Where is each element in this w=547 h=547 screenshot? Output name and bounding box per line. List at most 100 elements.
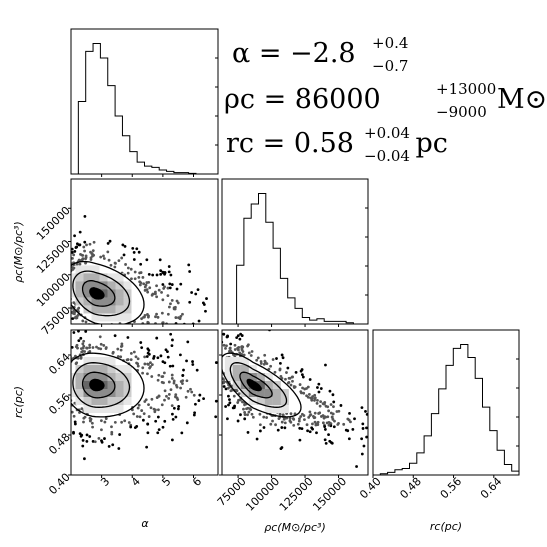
scatter-point (151, 273, 155, 277)
scatter-point (111, 351, 115, 355)
scatter-point (313, 411, 317, 415)
density-cell (75, 297, 84, 306)
scatter-point (73, 422, 77, 426)
scatter-point (39, 249, 42, 252)
scatter-point (146, 431, 150, 435)
scatter-point (73, 312, 76, 316)
scatter-point (34, 379, 37, 382)
scatter-point (42, 420, 45, 423)
density-cell (91, 405, 100, 413)
scatter-point (223, 415, 226, 418)
scatter-point (212, 338, 215, 341)
scatter-point (157, 408, 160, 412)
scatter-point (203, 353, 206, 356)
scatter-point (319, 387, 323, 390)
scatter-point (241, 400, 244, 404)
scatter-point (146, 320, 150, 324)
scatter-point (149, 365, 152, 369)
scatter-point (146, 347, 150, 351)
scatter-point (53, 299, 56, 302)
scatter-point (224, 387, 228, 391)
scatter-point (84, 261, 87, 265)
scatter-point (246, 344, 249, 348)
scatter-point (227, 394, 230, 398)
scatter-point (160, 380, 164, 384)
scatter-point (72, 253, 76, 257)
scatter-point (154, 419, 158, 423)
density-cell (99, 365, 108, 373)
scatter-point (67, 411, 70, 414)
density-cell (256, 397, 265, 405)
scatter-point (51, 356, 54, 359)
scatter-point (143, 355, 147, 359)
scatter-point (234, 388, 238, 392)
scatter-point (79, 355, 83, 359)
scatter-point (258, 412, 262, 416)
density-cell (123, 297, 132, 306)
scatter-point (68, 321, 71, 324)
scatter-point (60, 300, 63, 303)
scatter-point (327, 423, 331, 427)
scatter-point (179, 314, 183, 318)
scatter-point (215, 339, 218, 342)
scatter-point (49, 394, 52, 397)
scatter-point (30, 290, 33, 293)
scatter-point (188, 300, 192, 304)
scatter-point (85, 346, 89, 350)
scatter-point (56, 349, 59, 352)
scatter-point (192, 413, 196, 417)
scatter-point (65, 294, 68, 297)
scatter-point (51, 388, 54, 391)
density-cell (280, 389, 289, 397)
density-cell (83, 281, 92, 290)
scatter-point (258, 423, 262, 427)
density-cell (91, 281, 100, 290)
density-cell (75, 373, 84, 381)
scatter-point (116, 347, 120, 351)
density-cell (83, 373, 92, 381)
annotation-unit-2: pc (416, 128, 448, 159)
scatter-point (59, 299, 62, 302)
scatter-point (237, 348, 240, 352)
scatter-point (179, 282, 183, 286)
scatter-point (143, 362, 147, 366)
scatter-point (298, 438, 302, 442)
scatter-point (199, 355, 202, 358)
scatter-point (170, 299, 174, 302)
scatter-point (215, 392, 218, 395)
scatter-point (276, 428, 280, 432)
scatter-point (163, 398, 166, 402)
scatter-point (51, 381, 54, 384)
scatter-point (129, 358, 133, 361)
scatter-point (204, 309, 207, 313)
scatter-point (132, 258, 136, 261)
scatter-point (240, 348, 244, 352)
scatter-point (377, 443, 380, 446)
scatter-point (149, 406, 153, 410)
scatter-point (205, 355, 208, 358)
scatter-point (31, 339, 34, 342)
scatter-point (243, 417, 247, 421)
scatter-point (153, 292, 157, 296)
xlabel-rho_c: ρc(M⊙/pc³) (264, 521, 325, 534)
scatter-point (209, 352, 212, 355)
scatter-point (224, 405, 228, 408)
scatter-point (117, 259, 121, 263)
scatter-point (66, 320, 69, 323)
scatter-point (80, 258, 84, 262)
scatter-point (243, 410, 247, 414)
scatter-point (168, 305, 171, 309)
scatter-point (278, 412, 282, 416)
density-cell (115, 389, 124, 397)
scatter-point (91, 249, 95, 253)
density-cell (99, 373, 108, 381)
scatter-point (131, 333, 134, 336)
scatter-point (332, 405, 335, 409)
scatter-point (97, 436, 101, 440)
scatter-point (144, 333, 147, 336)
scatter-point (298, 426, 302, 430)
scatter-point (206, 348, 209, 351)
scatter-point (311, 427, 314, 431)
panel-rho_c-vs-alpha (30, 178, 219, 336)
